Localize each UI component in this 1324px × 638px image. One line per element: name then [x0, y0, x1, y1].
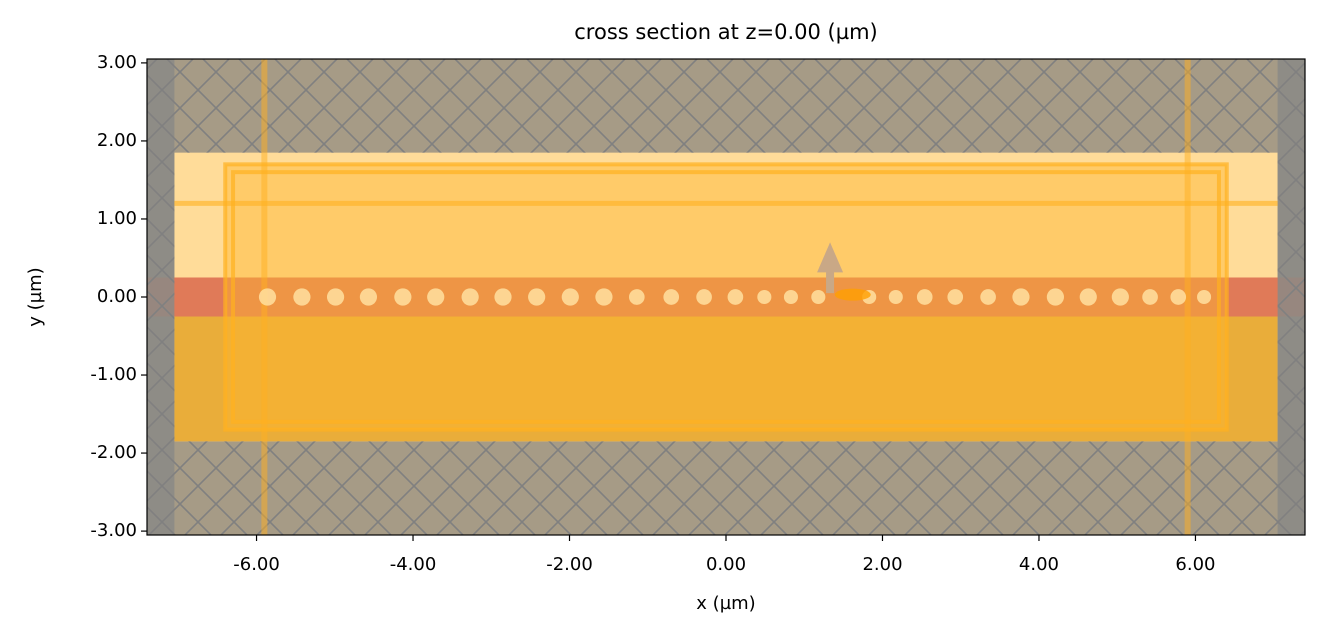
hole [595, 288, 613, 306]
pml-hatch [147, 152, 175, 442]
y-tick-label: 2.00 [97, 130, 137, 151]
chart-title: cross section at z=0.00 (µm) [574, 20, 877, 44]
hole [461, 288, 479, 306]
y-axis-label: y (µm) [25, 267, 46, 326]
hole [494, 288, 512, 306]
x-tick-label: 2.00 [862, 554, 902, 575]
hole [1012, 288, 1030, 306]
x-tick-label: -6.00 [233, 554, 280, 575]
hole [757, 289, 772, 305]
y-tick-label: 0.00 [97, 286, 137, 307]
hole [258, 288, 277, 306]
hole [980, 289, 996, 305]
hole [783, 289, 798, 305]
hole [628, 289, 645, 305]
hole [1079, 288, 1097, 306]
hole [326, 288, 345, 306]
y-tick-label: 1.00 [97, 208, 137, 229]
hole [696, 289, 712, 305]
hole [561, 288, 579, 306]
hole [1046, 288, 1065, 306]
monitor-outline [231, 170, 1221, 424]
hole [1170, 289, 1187, 305]
pml-hatch [1277, 152, 1305, 442]
hole [916, 289, 933, 305]
hole [888, 289, 903, 305]
pml-hatch [147, 59, 1305, 153]
hole [293, 288, 311, 306]
pml-hatch [147, 441, 1305, 535]
source-arrow-head [817, 242, 844, 273]
plot-area [147, 59, 1305, 535]
x-axis-label: x (µm) [696, 593, 755, 614]
hole [947, 289, 964, 305]
source-point [834, 288, 871, 301]
x-tick-label: 4.00 [1019, 554, 1059, 575]
hole [811, 289, 826, 305]
x-tick-label: -2.00 [546, 554, 593, 575]
y-tick-label: -3.00 [90, 520, 137, 541]
x-tick-label: 0.00 [706, 554, 746, 575]
hole [528, 288, 546, 306]
hole [1142, 289, 1158, 305]
y-tick-label: 3.00 [97, 52, 137, 73]
monitor-outline [223, 162, 1229, 432]
y-tick-label: -2.00 [90, 442, 137, 463]
hole [727, 289, 744, 305]
hole [359, 288, 378, 306]
x-tick-label: 6.00 [1175, 554, 1215, 575]
hole [663, 289, 680, 305]
hole [427, 288, 445, 306]
hole [1111, 288, 1129, 306]
hole [394, 288, 412, 306]
x-tick-label: -4.00 [390, 554, 437, 575]
hole [1197, 289, 1212, 305]
y-tick-label: -1.00 [90, 364, 137, 385]
